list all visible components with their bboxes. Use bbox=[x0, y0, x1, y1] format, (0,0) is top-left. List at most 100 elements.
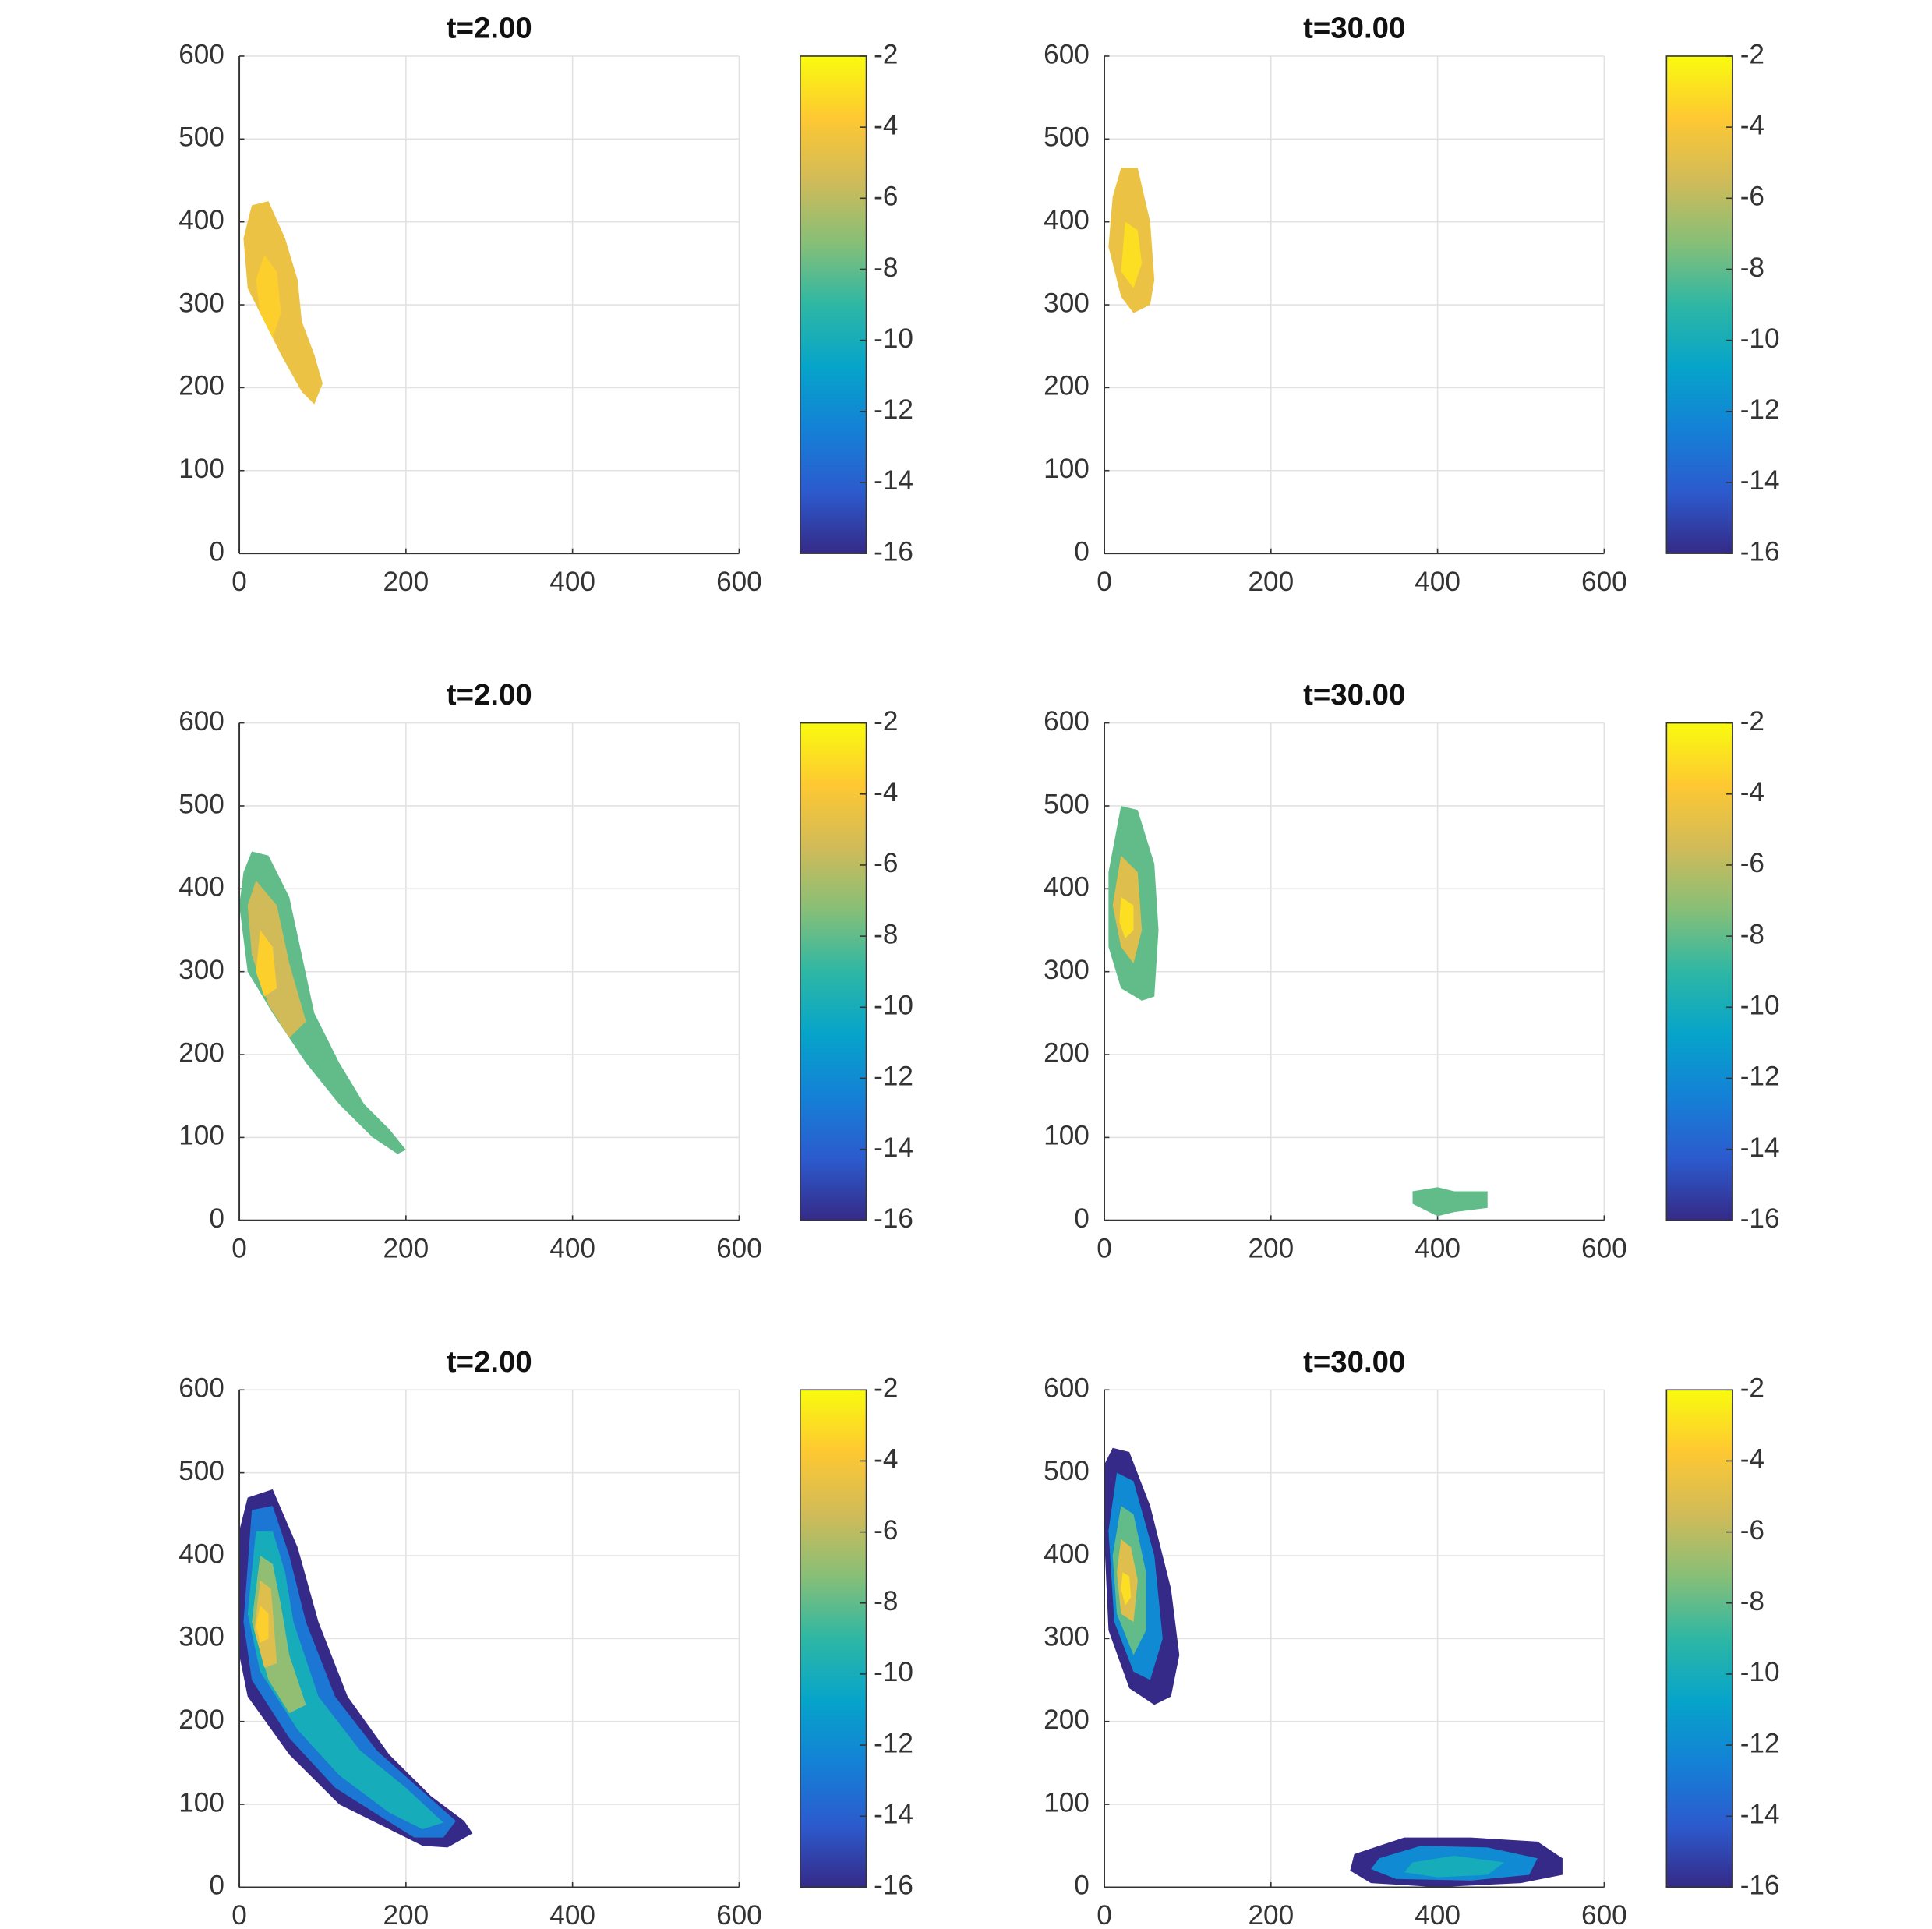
y-tick-label: 600 bbox=[1044, 1373, 1090, 1404]
colorbar bbox=[1665, 55, 1733, 554]
y-tick-label: 0 bbox=[1074, 1871, 1090, 1901]
colorbar-tick-label: -4 bbox=[874, 110, 898, 140]
chart-title: t=2.00 bbox=[447, 678, 532, 712]
y-tick-label: 100 bbox=[1044, 1121, 1090, 1151]
y-tick-label: 300 bbox=[178, 288, 224, 318]
colorbar-tick-label: -8 bbox=[1740, 253, 1764, 283]
x-tick-label: 0 bbox=[1097, 567, 1112, 597]
level-region bbox=[1121, 221, 1143, 288]
colorbar-tick-label: -2 bbox=[1740, 706, 1764, 737]
colorbar-tick-label: -2 bbox=[874, 706, 898, 737]
colorbar-tick-label: -16 bbox=[1740, 1203, 1780, 1234]
colorbar-tick-label: -8 bbox=[874, 1586, 898, 1616]
panel: t=2.00 0 200 400 600 0 100 200 300 400 500 600 -2 -4 -… bbox=[178, 678, 913, 1263]
colorbar-tick-label: -14 bbox=[874, 1800, 913, 1830]
y-tick-label: 300 bbox=[1044, 955, 1090, 985]
colorbar-tick-label: -8 bbox=[1740, 919, 1764, 949]
colorbar-tick-label: -12 bbox=[1740, 1062, 1780, 1092]
x-tick-label: 400 bbox=[549, 1900, 595, 1929]
x-tick-label: 200 bbox=[383, 567, 429, 597]
chart-title: t=30.00 bbox=[1303, 1345, 1405, 1379]
colorbar-tick-label: -8 bbox=[874, 919, 898, 949]
colorbar-tick-label: -4 bbox=[1740, 1444, 1764, 1475]
level-region bbox=[256, 1605, 269, 1643]
level-region bbox=[243, 1506, 456, 1838]
y-tick-label: 400 bbox=[178, 872, 224, 903]
colorbar-tick-label: -16 bbox=[874, 1203, 913, 1234]
y-tick-label: 400 bbox=[1044, 872, 1090, 903]
colorbar-tick-label: -4 bbox=[1740, 777, 1764, 807]
level-region bbox=[243, 201, 323, 405]
y-tick-label: 300 bbox=[178, 955, 224, 985]
colorbar-tick-label: -2 bbox=[874, 1373, 898, 1404]
level-region bbox=[1121, 1572, 1132, 1606]
level-region bbox=[256, 255, 281, 338]
colorbar-tick-label: -2 bbox=[1740, 1373, 1764, 1404]
y-tick-label: 100 bbox=[1044, 454, 1090, 484]
y-tick-label: 400 bbox=[1044, 205, 1090, 235]
level-region bbox=[1404, 1856, 1505, 1878]
x-tick-label: 400 bbox=[549, 567, 595, 597]
colorbar bbox=[799, 722, 867, 1221]
panel: t=2.00 0 200 400 600 0 100 200 300 400 500 600 -2 -4 -… bbox=[178, 12, 913, 597]
regions bbox=[239, 851, 406, 1154]
colorbar-tick-label: -12 bbox=[874, 394, 913, 425]
level-region bbox=[1119, 896, 1134, 939]
x-tick-label: 200 bbox=[383, 1900, 429, 1929]
level-region bbox=[247, 880, 306, 1038]
x-tick-label: 400 bbox=[1415, 1900, 1460, 1929]
colorbar-tick-label: -6 bbox=[1740, 182, 1764, 212]
y-tick-label: 500 bbox=[1044, 1456, 1090, 1486]
colorbar-tick-label: -10 bbox=[874, 991, 913, 1021]
y-tick-label: 600 bbox=[178, 39, 224, 69]
colorbar-tick-label: -10 bbox=[1740, 1657, 1780, 1687]
colorbar-tick-label: -16 bbox=[874, 1871, 913, 1901]
x-tick-label: 200 bbox=[383, 1233, 429, 1263]
colorbar bbox=[799, 55, 867, 554]
y-tick-label: 400 bbox=[178, 1539, 224, 1569]
y-tick-label: 100 bbox=[178, 1121, 224, 1151]
y-tick-label: 600 bbox=[1044, 706, 1090, 737]
colorbar bbox=[799, 1389, 867, 1888]
colorbar-tick-label: -4 bbox=[874, 1444, 898, 1475]
y-tick-label: 0 bbox=[1074, 1203, 1090, 1234]
x-tick-label: 0 bbox=[1097, 1900, 1112, 1929]
x-tick-label: 600 bbox=[716, 1233, 762, 1263]
y-tick-label: 200 bbox=[1044, 371, 1090, 401]
y-tick-label: 0 bbox=[209, 1871, 224, 1901]
colorbar-tick-label: -2 bbox=[874, 39, 898, 69]
colorbar-tick-label: -6 bbox=[874, 848, 898, 878]
regions bbox=[243, 201, 323, 405]
x-tick-label: 600 bbox=[1581, 1900, 1627, 1929]
chart-title: t=2.00 bbox=[447, 12, 532, 45]
regions bbox=[1104, 1447, 1563, 1888]
x-tick-label: 400 bbox=[1415, 567, 1460, 597]
colorbar-tick-label: -10 bbox=[1740, 323, 1780, 354]
x-tick-label: 0 bbox=[231, 567, 247, 597]
y-tick-label: 200 bbox=[1044, 1705, 1090, 1735]
colorbar-tick-label: -16 bbox=[874, 536, 913, 567]
x-tick-label: 400 bbox=[549, 1233, 595, 1263]
chart-title: t=30.00 bbox=[1303, 12, 1405, 45]
colorbar-tick-label: -8 bbox=[1740, 1586, 1764, 1616]
colorbar-tick-label: -16 bbox=[1740, 1871, 1780, 1901]
y-tick-label: 500 bbox=[1044, 789, 1090, 819]
x-tick-label: 0 bbox=[1097, 1233, 1112, 1263]
y-tick-label: 600 bbox=[178, 1373, 224, 1404]
chart-title: t=30.00 bbox=[1303, 678, 1405, 712]
colorbar-tick-label: -10 bbox=[874, 1657, 913, 1687]
x-tick-label: 200 bbox=[1248, 1233, 1294, 1263]
colorbar-tick-label: -10 bbox=[874, 323, 913, 354]
y-tick-label: 100 bbox=[178, 1787, 224, 1818]
y-tick-label: 400 bbox=[1044, 1539, 1090, 1569]
y-tick-label: 600 bbox=[1044, 39, 1090, 69]
x-tick-label: 400 bbox=[1415, 1233, 1460, 1263]
colorbar-tick-label: -8 bbox=[874, 253, 898, 283]
y-tick-label: 600 bbox=[178, 706, 224, 737]
y-tick-label: 0 bbox=[209, 536, 224, 567]
chart-title: t=2.00 bbox=[447, 1345, 532, 1379]
colorbar-tick-label: -6 bbox=[1740, 1515, 1764, 1546]
colorbar bbox=[1665, 1389, 1733, 1888]
colorbar-tick-label: -10 bbox=[1740, 991, 1780, 1021]
